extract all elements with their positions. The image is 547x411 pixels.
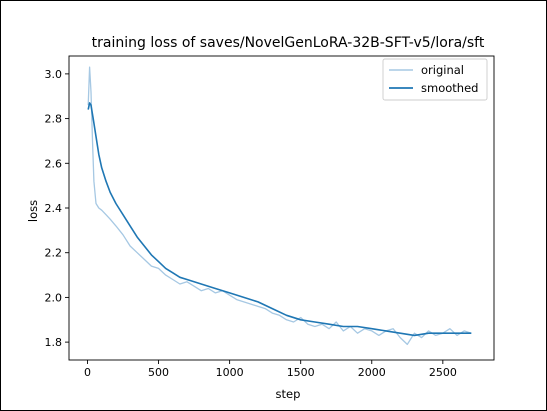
y-tick-label: 2.8 bbox=[45, 113, 63, 126]
legend-label-original: original bbox=[421, 63, 464, 77]
x-tick-label: 500 bbox=[148, 366, 169, 379]
x-tick-label: 2000 bbox=[358, 366, 386, 379]
legend-box bbox=[382, 58, 488, 101]
x-tick-label: 2500 bbox=[429, 366, 457, 379]
series-line-original bbox=[87, 66, 472, 346]
x-tick-label: 1500 bbox=[287, 366, 315, 379]
plot-area: 0 500 1000 1500 2000 2500 1.8 2.0 2.2 2.4 2.6 2.8 3.… bbox=[45, 55, 495, 379]
y-tick-label: 2.0 bbox=[45, 291, 63, 304]
axes-frame bbox=[68, 55, 495, 361]
series-line-smoothed bbox=[87, 102, 472, 337]
y-tick-label: 2.6 bbox=[45, 157, 63, 170]
y-tick-label: 2.4 bbox=[45, 202, 63, 215]
x-tick-label: 0 bbox=[84, 366, 91, 379]
y-axis-label: loss bbox=[26, 200, 40, 222]
x-tick-label: 1000 bbox=[216, 366, 244, 379]
legend-label-smoothed: smoothed bbox=[421, 81, 478, 95]
y-tick-label: 2.2 bbox=[45, 247, 63, 260]
x-axis-label: step bbox=[276, 387, 301, 401]
y-tick-label: 1.8 bbox=[45, 336, 63, 349]
chart-title: training loss of saves/NovelGenLoRA-32B-… bbox=[92, 35, 485, 51]
y-tick-label: 3.0 bbox=[45, 68, 63, 81]
